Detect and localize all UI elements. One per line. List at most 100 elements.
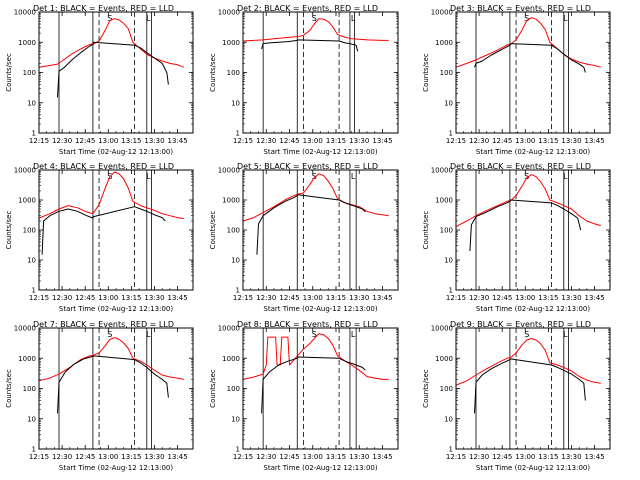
x-tick-label: 12:45 [75,137,95,145]
interval-label: S [107,330,112,339]
y-axis-label: Counts/sec [209,369,217,408]
y-tick-label: 1 [236,446,240,454]
x-tick-label: 13:30 [144,137,164,145]
interval-label: L [563,14,568,23]
series-lld [38,18,184,68]
interval-label: S [524,172,529,181]
x-tick-label: 12:15 [29,453,49,461]
x-tick-label: 13:00 [303,137,323,145]
plot-frame [38,11,194,134]
x-tick-label: 13:00 [303,453,323,461]
plot-frame [38,327,194,450]
x-tick-label: 13:30 [561,453,581,461]
x-tick-label: 12:30 [256,294,276,302]
x-axis-label: Start Time (02-Aug-12 12:13:00) [476,305,590,313]
x-tick-label: 12:15 [446,294,466,302]
y-tick-label: 1 [236,287,240,295]
x-tick-label: 13:45 [372,294,392,302]
series-events [474,358,586,414]
x-tick-label: 12:30 [469,137,489,145]
series-events [57,355,169,414]
x-tick-label: 13:45 [585,137,605,145]
interval-label: L [351,330,356,339]
x-tick-label: 13:30 [349,137,369,145]
y-tick-label: 10000 [431,167,453,175]
interval-label: L [563,172,568,181]
y-tick-label: 10 [27,415,36,423]
x-tick-label: 13:30 [144,294,164,302]
x-tick-label: 12:45 [492,137,512,145]
x-tick-label: 12:30 [52,137,72,145]
x-tick-label: 12:30 [52,294,72,302]
series-events [469,199,582,252]
x-tick-label: 13:15 [326,453,346,461]
plot-frame [455,11,611,134]
series-lld [455,338,601,386]
y-tick-label: 1000 [435,355,453,363]
y-tick-label: 10 [27,99,36,107]
series-lld [242,18,389,42]
y-tick-label: 100 [440,385,453,393]
interval-label: L [146,172,151,181]
y-axis-label: Counts/sec [422,53,430,92]
x-tick-label: 13:00 [98,294,118,302]
panel-title: Det 2: BLACK = Events, RED = LLD [237,4,378,13]
interval-label: S [107,14,112,23]
y-axis-label: Counts/sec [209,211,217,250]
series-events [41,206,166,255]
series-lld [455,174,601,228]
x-tick-label: 13:15 [326,294,346,302]
x-tick-label: 13:30 [561,137,581,145]
panel-det-1: Det 1: BLACK = Events, RED = LLD Counts/s… [5,4,194,156]
plot-frame [455,327,611,450]
series-lld [242,173,389,222]
x-tick-label: 13:00 [303,294,323,302]
y-tick-label: 1 [236,130,240,138]
panel-det-4: Det 4: BLACK = Events, RED = LLD Counts/s… [5,162,194,313]
y-tick-label: 10 [27,257,36,265]
x-tick-label: 12:30 [469,453,489,461]
panel-det-6: Det 6: BLACK = Events, RED = LLD Counts/s… [422,162,611,313]
x-tick-label: 12:45 [75,453,95,461]
x-tick-label: 12:15 [233,453,253,461]
interval-label: L [351,14,356,23]
x-axis-label: Start Time (02-Aug-12 12:13:00) [263,464,377,472]
y-tick-label: 1 [449,446,453,454]
y-tick-label: 10000 [218,167,240,175]
y-tick-label: 10000 [14,325,36,333]
y-tick-label: 100 [23,227,36,235]
x-tick-label: 12:45 [279,453,299,461]
x-tick-label: 12:30 [256,137,276,145]
panel-title: Det 4: BLACK = Events, RED = LLD [33,162,174,171]
interval-label: S [312,330,317,339]
y-tick-label: 1 [449,130,453,138]
x-tick-label: 13:15 [121,453,141,461]
y-tick-label: 1000 [222,39,240,47]
y-axis-label: Counts/sec [422,369,430,408]
y-tick-label: 100 [227,385,240,393]
x-tick-label: 13:30 [561,294,581,302]
series-lld [38,337,184,382]
y-tick-label: 10000 [431,9,453,17]
y-tick-label: 10 [231,415,240,423]
series-events [256,194,366,255]
y-axis-label: Counts/sec [422,211,430,250]
x-tick-label: 13:45 [372,453,392,461]
x-tick-label: 13:45 [168,453,188,461]
series-events [261,356,366,414]
y-tick-label: 1000 [222,197,240,205]
x-tick-label: 13:15 [121,294,141,302]
x-axis-label: Start Time (02-Aug-12 12:13:00) [476,464,590,472]
x-tick-label: 13:00 [515,453,535,461]
y-tick-label: 1 [32,446,36,454]
panel-det-7: Det 7: BLACK = Events, RED = LLD Counts/s… [5,320,194,472]
interval-label: S [312,172,317,181]
x-axis-label: Start Time (02-Aug-12 12:13:00) [59,148,173,156]
panel-title: Det 3: BLACK = Events, RED = LLD [450,4,591,13]
panel-title: Det 6: BLACK = Events, RED = LLD [450,162,591,171]
y-tick-label: 100 [440,227,453,235]
panel-title: Det 1: BLACK = Events, RED = LLD [33,4,174,13]
y-tick-label: 1 [449,287,453,295]
plot-frame [455,169,611,291]
interval-label: L [146,14,151,23]
